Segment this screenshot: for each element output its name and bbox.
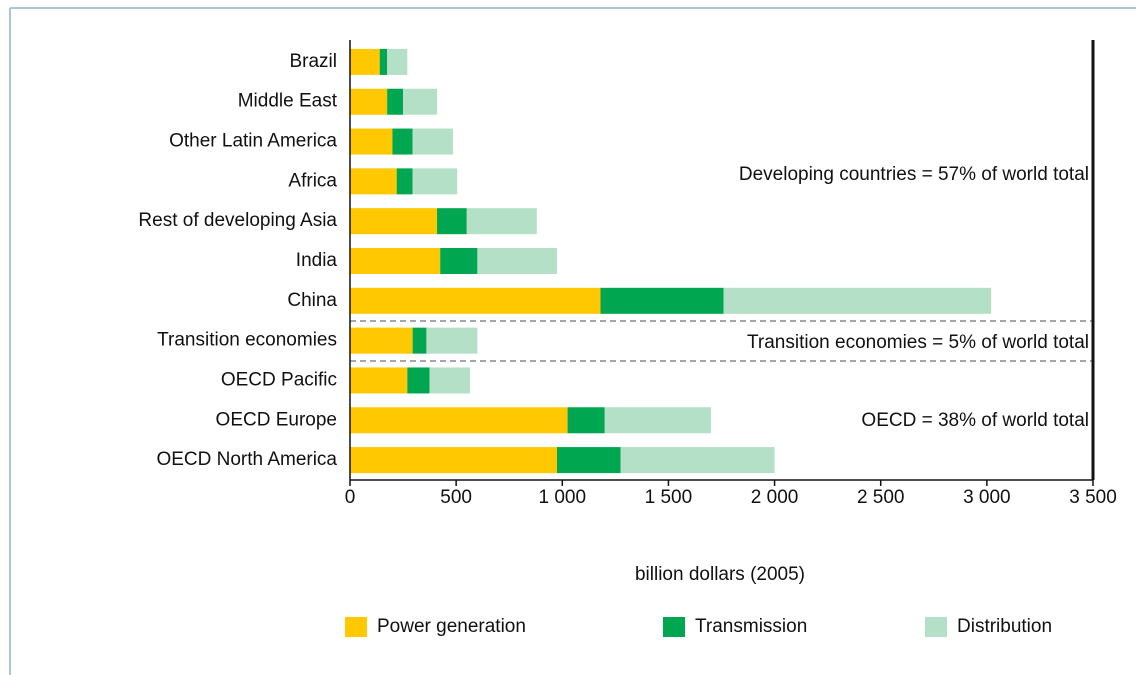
bar-segment bbox=[350, 88, 388, 115]
bar-segment bbox=[437, 208, 467, 235]
bar-segment bbox=[350, 327, 413, 354]
x-tick-label: 1 500 bbox=[645, 487, 693, 508]
annotation: Transition economies = 5% of world total bbox=[747, 332, 1089, 353]
bar-segment bbox=[387, 88, 404, 115]
bar-segment bbox=[350, 287, 601, 314]
bar-segment bbox=[350, 208, 438, 235]
bar-segment bbox=[556, 447, 621, 474]
y-tick-label: Middle East bbox=[238, 91, 338, 112]
bar-segment bbox=[429, 367, 470, 394]
bar-segment bbox=[477, 248, 557, 274]
bar-segment bbox=[466, 208, 537, 235]
bar-segment bbox=[396, 168, 413, 195]
bar-segment bbox=[412, 168, 458, 195]
bar-segment bbox=[387, 48, 408, 75]
x-tick-label: 2 000 bbox=[751, 487, 799, 508]
bar-segment bbox=[350, 447, 557, 474]
y-tick-label: OECD North America bbox=[156, 449, 337, 470]
bar-segment bbox=[379, 48, 388, 75]
legend-label: Power generation bbox=[377, 616, 526, 637]
x-tick-label: 3 000 bbox=[963, 487, 1011, 508]
x-axis-title: billion dollars (2005) bbox=[635, 564, 805, 585]
bar-segment bbox=[412, 128, 453, 155]
bar-segment bbox=[426, 327, 478, 354]
annotation: OECD = 38% of world total bbox=[861, 410, 1089, 431]
legend-label: Distribution bbox=[957, 616, 1052, 637]
x-tick-label: 3 500 bbox=[1069, 487, 1117, 508]
bar-segment bbox=[350, 248, 441, 274]
y-tick-label: Rest of developing Asia bbox=[138, 210, 337, 231]
bar-segment bbox=[600, 287, 724, 314]
x-tick-label: 500 bbox=[440, 487, 472, 508]
bar-segment bbox=[403, 88, 438, 115]
annotation: Developing countries = 57% of world tota… bbox=[739, 164, 1089, 185]
bar-segment bbox=[723, 287, 992, 314]
bar-segment bbox=[620, 447, 775, 474]
bar-segment bbox=[407, 367, 430, 394]
y-tick-label: Transition economies bbox=[157, 330, 337, 351]
x-tick-label: 1 000 bbox=[539, 487, 587, 508]
y-tick-label: China bbox=[287, 290, 337, 311]
bar-segment bbox=[350, 168, 397, 195]
legend-swatch bbox=[345, 617, 367, 637]
bar-segment bbox=[440, 248, 478, 274]
bar-segment bbox=[350, 128, 393, 155]
legend-label: Transmission bbox=[695, 616, 807, 637]
bar-segment bbox=[350, 407, 568, 434]
y-tick-label: OECD Europe bbox=[216, 409, 337, 430]
bar-segment bbox=[392, 128, 413, 155]
bar-segment bbox=[350, 48, 380, 75]
y-tick-label: Africa bbox=[288, 170, 337, 191]
y-tick-label: India bbox=[296, 250, 338, 271]
x-tick-label: 2 500 bbox=[857, 487, 905, 508]
bar-segment bbox=[350, 367, 408, 394]
legend-swatch bbox=[663, 617, 685, 637]
y-tick-label: Other Latin America bbox=[169, 131, 337, 152]
bar-segment bbox=[604, 407, 711, 434]
y-tick-label: Brazil bbox=[289, 51, 337, 72]
x-tick-label: 0 bbox=[345, 487, 356, 508]
y-tick-label: OECD Pacific bbox=[221, 369, 337, 390]
bar-segment bbox=[567, 407, 605, 434]
legend-swatch bbox=[925, 617, 947, 637]
bar-segment bbox=[412, 327, 427, 354]
